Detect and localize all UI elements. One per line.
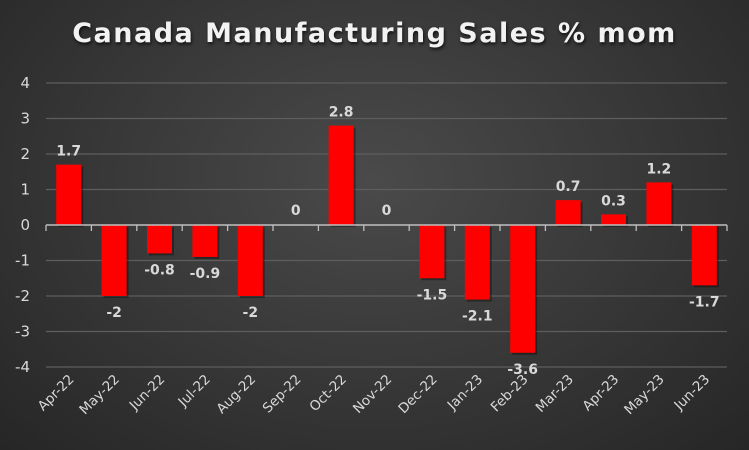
y-tick-label: -4 bbox=[15, 358, 30, 376]
x-tick-label: Aug-22 bbox=[214, 372, 260, 418]
x-tick-label: Oct-22 bbox=[307, 372, 350, 415]
data-label: 0 bbox=[382, 203, 392, 219]
y-tick-label: 0 bbox=[20, 216, 30, 234]
y-tick-label: -2 bbox=[15, 287, 30, 305]
bar bbox=[464, 225, 490, 300]
x-tick-label: Jul-22 bbox=[175, 372, 214, 411]
x-tick-label: Jan-23 bbox=[444, 372, 486, 414]
x-tick-label: Nov-22 bbox=[350, 372, 395, 417]
bar bbox=[555, 200, 581, 225]
x-tick-label: May-23 bbox=[621, 372, 667, 418]
data-label: -1.5 bbox=[417, 287, 448, 303]
bar bbox=[328, 125, 354, 225]
y-tick-label: 2 bbox=[20, 145, 30, 163]
bar bbox=[646, 182, 672, 225]
data-label: 0.7 bbox=[556, 179, 581, 195]
x-tick-label: Apr-22 bbox=[35, 372, 78, 415]
data-label: -2 bbox=[106, 305, 122, 321]
x-tick-label: Jun-23 bbox=[671, 372, 714, 415]
data-label: 2.8 bbox=[329, 105, 354, 121]
data-label: -0.8 bbox=[144, 262, 175, 278]
chart-title: Canada Manufacturing Sales % mom bbox=[72, 18, 677, 49]
y-tick-label: 1 bbox=[20, 181, 30, 199]
x-tick-label: Apr-23 bbox=[580, 372, 623, 415]
y-tick-label: -3 bbox=[15, 323, 30, 341]
bar bbox=[237, 225, 263, 296]
data-label: -0.9 bbox=[190, 266, 221, 282]
bar bbox=[419, 225, 445, 279]
data-label: -2 bbox=[243, 305, 259, 321]
x-tick-label: Dec-22 bbox=[395, 372, 440, 417]
data-label: -2.1 bbox=[462, 309, 493, 325]
data-label: -3.6 bbox=[507, 362, 538, 378]
y-tick-label: -1 bbox=[15, 252, 30, 270]
bar bbox=[101, 225, 127, 296]
bar bbox=[601, 214, 626, 225]
x-tick-label: Jun-22 bbox=[126, 372, 169, 415]
bar bbox=[510, 225, 536, 353]
x-tick-label: Feb-23 bbox=[488, 372, 532, 416]
data-label: -1.7 bbox=[689, 294, 720, 310]
bar bbox=[192, 225, 218, 257]
x-tick-label: May-22 bbox=[76, 372, 122, 418]
x-tick-label: Sep-22 bbox=[260, 372, 305, 417]
bar bbox=[147, 225, 172, 254]
y-tick-label: 4 bbox=[20, 74, 30, 92]
x-tick-label: Mar-23 bbox=[533, 372, 577, 416]
data-label: 1.7 bbox=[56, 144, 81, 160]
data-label: 1.2 bbox=[646, 161, 671, 177]
y-tick-label: 3 bbox=[20, 110, 30, 128]
data-label: 0.3 bbox=[601, 193, 626, 209]
data-label: 0 bbox=[291, 203, 301, 219]
bar bbox=[691, 225, 717, 286]
bar bbox=[56, 164, 82, 225]
